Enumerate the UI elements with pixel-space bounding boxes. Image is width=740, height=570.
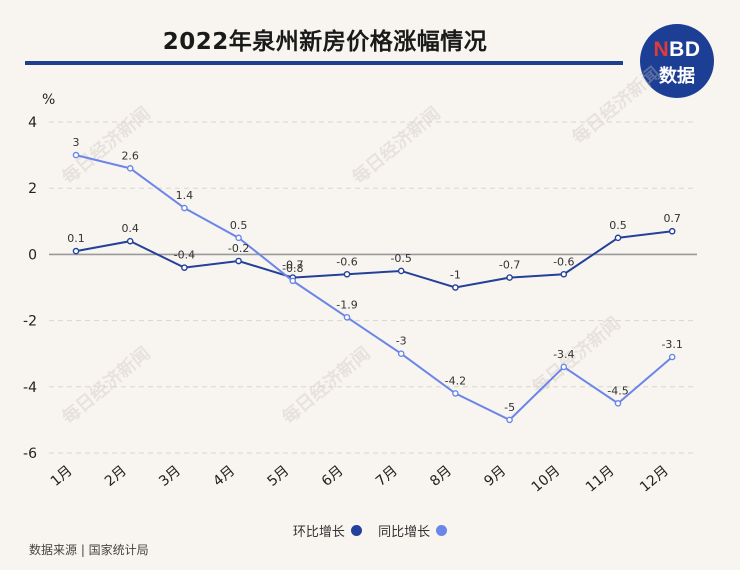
x-tick-label: 2月 <box>102 463 130 490</box>
data-point[interactable] <box>235 234 242 242</box>
data-label: -0.5 <box>390 252 411 265</box>
y-tick-label: -6 <box>23 446 37 462</box>
logo-letter-n: N <box>653 38 670 61</box>
x-tick-label: 10月 <box>529 463 564 496</box>
x-tick-label: 7月 <box>373 463 401 490</box>
title-underline <box>25 61 623 65</box>
data-point[interactable] <box>181 264 188 271</box>
series-line-mom <box>75 230 673 289</box>
data-label: 1.4 <box>176 189 194 202</box>
data-label: -4.2 <box>445 374 466 387</box>
watermark-text: 每日经济新闻 <box>568 62 665 148</box>
legend-label-mom: 环比增长 <box>292 525 345 540</box>
data-point[interactable] <box>343 313 351 321</box>
watermark-text: 每日经济新闻 <box>278 342 375 428</box>
data-label: 2.6 <box>121 149 139 162</box>
x-tick-label: 5月 <box>265 463 293 490</box>
data-label: -3.1 <box>661 338 682 351</box>
y-tick-label: -4 <box>23 380 37 396</box>
data-point[interactable] <box>397 267 405 275</box>
watermark-text: 每日经济新闻 <box>58 342 155 428</box>
x-tick-label: 12月 <box>637 463 672 496</box>
x-tick-label: 11月 <box>583 463 618 496</box>
data-point[interactable] <box>289 277 297 285</box>
data-label: -1.9 <box>336 298 357 311</box>
logo-letters-bd: BD <box>669 38 701 61</box>
legend-item-mom[interactable]: 环比增长 <box>293 521 362 540</box>
data-point[interactable] <box>452 284 459 291</box>
data-label: 0.4 <box>121 222 139 235</box>
legend-label-yoy: 同比增长 <box>378 525 431 540</box>
x-tick-label: 3月 <box>156 463 184 490</box>
data-point[interactable] <box>126 165 134 172</box>
data-point[interactable] <box>72 151 80 159</box>
y-tick-label: 2 <box>28 181 37 197</box>
data-point[interactable] <box>560 270 568 278</box>
data-point[interactable] <box>235 257 242 265</box>
y-tick-label: -2 <box>23 314 37 330</box>
data-point[interactable] <box>72 247 80 255</box>
data-label: -0.4 <box>174 249 195 262</box>
data-label: -0.6 <box>553 255 574 268</box>
nbd-logo: NBD 数据 <box>640 24 714 98</box>
data-label: 0.7 <box>663 212 681 225</box>
data-label: -0.2 <box>228 242 249 255</box>
data-point[interactable] <box>343 270 351 278</box>
data-point[interactable] <box>452 390 459 397</box>
logo-name: 数据 <box>659 66 695 87</box>
data-label: 3 <box>73 136 80 149</box>
data-label: -3.4 <box>553 348 574 361</box>
y-axis-unit: % <box>42 92 55 108</box>
x-tick-label: 6月 <box>319 463 347 490</box>
chart-title: 2022年泉州新房价格涨幅情况 <box>162 29 488 55</box>
data-label: -0.6 <box>336 255 357 268</box>
data-label: -0.7 <box>282 259 303 272</box>
x-tick-label: 1月 <box>48 463 76 490</box>
x-tick-label: 8月 <box>427 463 455 490</box>
data-point[interactable] <box>126 237 134 245</box>
data-point[interactable] <box>614 234 622 242</box>
data-source: 数据来源 | 国家统计局 <box>29 543 149 557</box>
data-point[interactable] <box>668 227 676 235</box>
legend-marker-mom <box>350 525 362 536</box>
data-label: 0.5 <box>230 219 248 232</box>
data-point[interactable] <box>397 350 405 358</box>
data-label-layer: 0.1 0.4 -0.4 -0.2 -0.7 -0.6 -0.5 -1 -0.7 -0.6 0.5 0… <box>67 136 683 414</box>
legend-marker-yoy <box>436 525 448 536</box>
data-label: -0.8 <box>282 262 303 275</box>
legend-item-yoy[interactable]: 同比增长 <box>378 521 448 540</box>
data-point[interactable] <box>560 363 568 371</box>
y-tick-label: 4 <box>28 115 37 131</box>
data-label: 0.5 <box>609 219 627 232</box>
data-label: 0.1 <box>67 232 85 245</box>
x-tick-label: 4月 <box>210 463 238 490</box>
data-label: -1 <box>450 269 461 282</box>
data-point[interactable] <box>506 416 513 424</box>
data-label: -5 <box>504 401 515 414</box>
axis-layer: 4 2 0 -2 -4 -6% 1月 2月 3月 4月 5月 6月 7月 8月 9月 10月 11月 12月 <box>23 92 672 496</box>
data-label: -3 <box>396 335 407 348</box>
data-point[interactable] <box>181 204 188 212</box>
y-tick-label: 0 <box>28 247 37 263</box>
x-tick-label: 9月 <box>481 463 509 490</box>
legend: 环比增长 同比增长 <box>0 521 740 540</box>
series-layer <box>72 151 676 424</box>
data-point[interactable] <box>668 353 676 361</box>
data-label: -4.5 <box>607 384 628 397</box>
data-label: -0.7 <box>499 259 520 272</box>
data-point[interactable] <box>506 274 513 281</box>
data-point[interactable] <box>614 400 622 407</box>
watermark-text: 每日经济新闻 <box>348 102 445 188</box>
series-line-yoy <box>75 154 673 422</box>
